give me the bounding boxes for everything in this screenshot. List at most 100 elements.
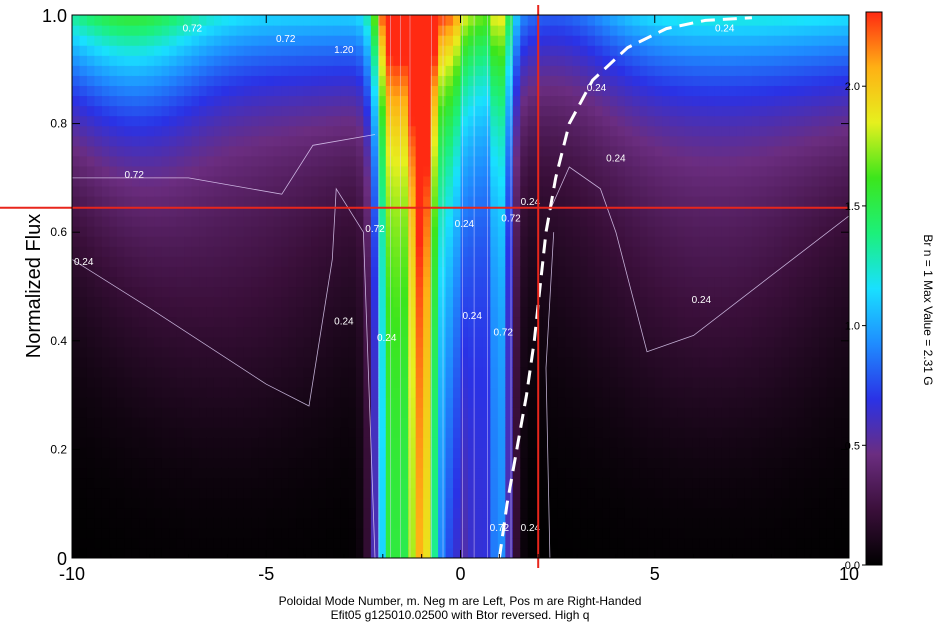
heatmap-cell [744,15,753,26]
heatmap-cell [124,246,133,257]
heatmap-cell [580,457,589,469]
heatmap-cell [751,377,760,388]
heatmap-cell [385,125,394,137]
heatmap-cell [707,497,716,509]
heatmap-cell [340,15,350,26]
heatmap-cell [699,196,708,207]
heatmap-cell [714,105,723,117]
heatmap-cell [169,326,178,338]
heatmap-cell [475,407,484,418]
heatmap-cell [296,206,305,217]
heatmap-cell [467,296,477,308]
heatmap-cell [176,226,185,237]
heatmap-cell [79,95,88,107]
heatmap-cell [408,55,417,66]
heatmap-cell [699,377,708,388]
heatmap-cell [482,336,491,348]
heatmap-cell [243,326,252,338]
heatmap-cell [400,316,409,328]
heatmap-cell [94,55,103,66]
heatmap-cell [266,165,275,177]
heatmap-cell [72,397,81,408]
heatmap-cell [400,507,409,519]
heatmap-cell [213,306,223,318]
heatmap-cell [161,95,170,107]
heatmap-cell [565,25,574,36]
heatmap-cell [729,75,738,86]
heatmap-cell [251,537,260,549]
heatmap-cell [505,336,514,348]
heatmap-cell [281,246,290,257]
heatmap-cell [79,467,88,479]
heatmap-cell [438,185,447,197]
heatmap-cell [617,497,626,509]
heatmap-cell [744,537,753,549]
heatmap-cell [550,125,559,137]
heatmap-cell [408,45,417,56]
heatmap-cell [744,216,753,227]
heatmap-cell [318,256,327,267]
heatmap-cell [303,407,312,418]
heatmap-cell [363,175,372,187]
heatmap-cell [221,95,230,107]
heatmap-cell [490,185,499,197]
heatmap-cell [512,135,521,147]
heatmap-cell [131,366,140,378]
heatmap-cell [609,125,618,137]
heatmap-cell [445,55,454,66]
heatmap-cell [594,236,604,247]
heatmap-cell [154,447,163,459]
heatmap-cell [318,366,327,378]
heatmap-cell [72,437,81,448]
heatmap-cell [632,196,641,207]
heatmap-cell [273,346,282,358]
heatmap-cell [169,236,178,247]
heatmap-cell [408,286,417,298]
heatmap-cell [572,447,581,459]
heatmap-cell [72,306,81,318]
heatmap-cell [609,467,618,479]
heatmap-cell [609,507,618,519]
heatmap-cell [393,35,402,46]
heatmap-cell [378,527,387,539]
heatmap-cell [124,85,133,97]
heatmap-cell [445,226,454,237]
heatmap-cell [199,35,208,46]
heatmap-cell [475,185,484,197]
heatmap-cell [475,467,484,479]
heatmap-cell [587,145,596,157]
heatmap-cell [632,427,641,438]
heatmap-cell [624,366,633,378]
heatmap-cell [438,236,447,247]
heatmap-cell [79,226,88,237]
heatmap-cell [617,15,626,26]
heatmap-cell [751,105,760,117]
heatmap-cell [609,527,618,539]
heatmap-cell [213,296,223,308]
heatmap-cell [333,256,342,267]
heatmap-cell [662,437,671,448]
heatmap-cell [759,336,768,348]
heatmap-cell [340,165,350,177]
heatmap-cell [363,527,372,539]
heatmap-cell [430,437,439,448]
heatmap-cell [303,286,312,298]
heatmap-cell [296,397,305,408]
heatmap-cell [692,387,701,398]
heatmap-cell [243,75,252,86]
heatmap-cell [438,487,447,499]
heatmap-cell [288,145,297,157]
heatmap-cell [505,346,514,358]
heatmap-cell [131,55,140,66]
heatmap-cell [116,336,125,348]
heatmap-cell [482,457,491,469]
heatmap-cell [355,45,364,56]
heatmap-cell [654,206,663,217]
heatmap-cell [124,65,133,76]
heatmap-cell [654,35,663,46]
heatmap-cell [303,175,312,187]
heatmap-cell [176,196,185,207]
heatmap-cell [266,95,275,107]
heatmap-cell [617,105,626,117]
heatmap-cell [72,266,81,278]
